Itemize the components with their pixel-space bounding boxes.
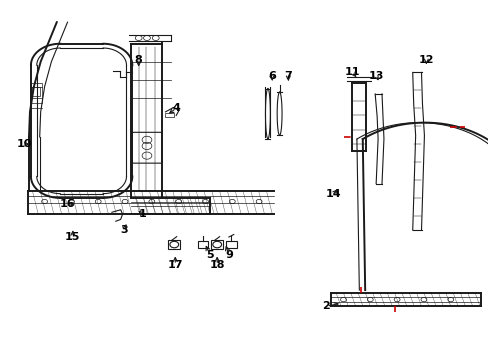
Text: 11: 11	[345, 67, 360, 77]
Bar	[211, 240, 223, 249]
Bar	[32, 87, 40, 96]
Text: 4: 4	[172, 103, 180, 113]
Text: 1: 1	[138, 209, 146, 219]
Text: 17: 17	[167, 260, 183, 270]
Text: 18: 18	[209, 260, 224, 270]
Text: 9: 9	[224, 250, 232, 260]
Bar	[31, 83, 41, 103]
Text: 8: 8	[135, 55, 142, 65]
Bar	[225, 241, 236, 248]
Text: 14: 14	[325, 189, 340, 199]
Text: 15: 15	[65, 232, 81, 242]
Bar	[168, 240, 180, 249]
Text: 7: 7	[284, 71, 292, 81]
Text: 10: 10	[17, 139, 32, 149]
Text: 6: 6	[267, 71, 275, 81]
Bar	[164, 113, 174, 117]
Bar	[198, 241, 207, 248]
Text: 13: 13	[368, 71, 383, 81]
Text: 16: 16	[60, 199, 76, 210]
Text: 5: 5	[206, 250, 214, 260]
Text: 3: 3	[120, 225, 127, 235]
Text: 2: 2	[322, 301, 329, 311]
Text: 12: 12	[418, 55, 433, 65]
